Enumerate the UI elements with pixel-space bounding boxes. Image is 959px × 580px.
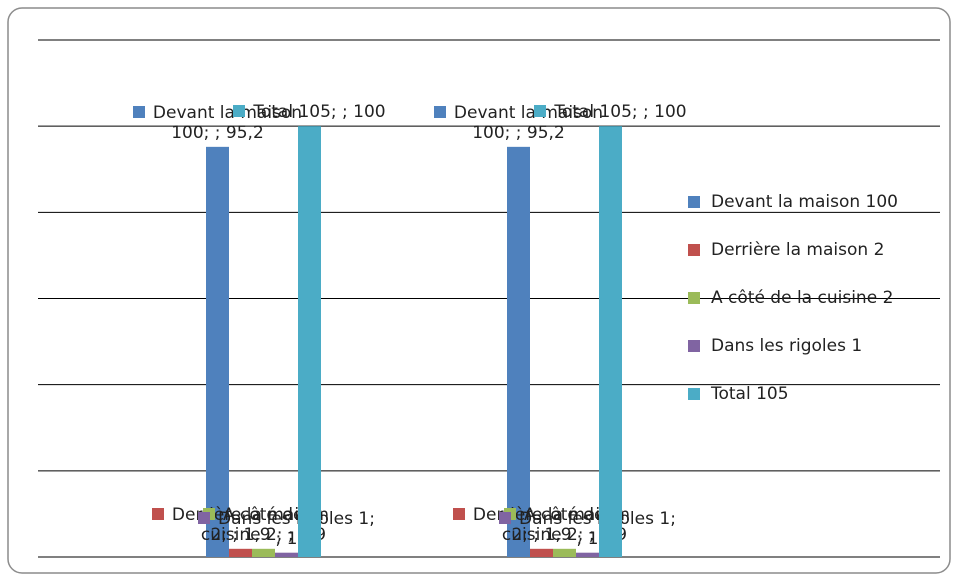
data-label-box: Devant la maison 100; ; 95,2 [429,51,609,143]
data-label-text: Devant la maison 100; ; 95,2 [152,102,303,143]
data-label-marker [452,507,465,520]
legend-label: Devant la maison 100 [711,192,898,212]
data-label: Devant la maison 100; ; 95,2 [128,103,308,143]
bar [206,146,229,557]
bar [252,548,275,557]
data-label-wrap: Dans les rigoles 1; ; 1 [197,457,377,549]
data-label-box: Dans les rigoles 1; ; 1 [197,457,377,549]
legend-label: Derrière la maison 2 [711,240,884,260]
data-label-box: Total 105; ; 100 [220,30,400,122]
data-label-wrap: Devant la maison 100; ; 95,2 [429,51,609,143]
data-label: Devant la maison 100; ; 95,2 [429,103,609,143]
data-label-box: Devant la maison 100; ; 95,2 [128,51,308,143]
data-label-marker [198,511,211,524]
data-label-box: Dans les rigoles 1; ; 1 [498,457,678,549]
data-label: Dans les rigoles 1; ; 1 [498,509,678,549]
data-label-text: Devant la maison 100; ; 95,2 [453,102,604,143]
data-label: Total 105; ; 100 [220,102,400,122]
data-label-marker [534,105,547,118]
data-label-text: Dans les rigoles 1; ; 1 [218,508,375,549]
data-label-text: Total 105; ; 100 [253,102,386,123]
data-label-marker [499,511,512,524]
bar [553,548,576,557]
data-label-marker [433,105,446,118]
legend-swatch [688,292,700,304]
data-label-box: Total 105; ; 100 [521,30,701,122]
legend-swatch [688,196,700,208]
data-label-wrap: Total 105; ; 100 [521,30,701,122]
data-label: Dans les rigoles 1; ; 1 [197,509,377,549]
legend-label: Dans les rigoles 1 [711,336,862,356]
bar [530,548,553,557]
data-label: Total 105; ; 100 [521,102,701,122]
bar [298,126,321,558]
legend-swatch [688,388,700,400]
data-label-text: Dans les rigoles 1; ; 1 [519,508,676,549]
bar [507,146,530,557]
legend-label: A côté de la cuisine 2 [711,288,893,308]
data-label-marker [151,507,164,520]
bar [229,548,252,557]
data-label-wrap: Dans les rigoles 1; ; 1 [498,457,678,549]
data-label-wrap: Total 105; ; 100 [220,30,400,122]
legend-swatch [688,244,700,256]
chart-border [7,7,951,574]
data-label-marker [233,105,246,118]
data-label-marker [132,105,145,118]
bar [576,552,599,557]
bar [275,552,298,557]
bar [599,126,622,558]
legend-label: Total 105 [710,384,789,404]
legend-swatch [688,340,700,352]
data-label-wrap: Devant la maison 100; ; 95,2 [128,51,308,143]
data-label-text: Total 105; ; 100 [554,102,687,123]
